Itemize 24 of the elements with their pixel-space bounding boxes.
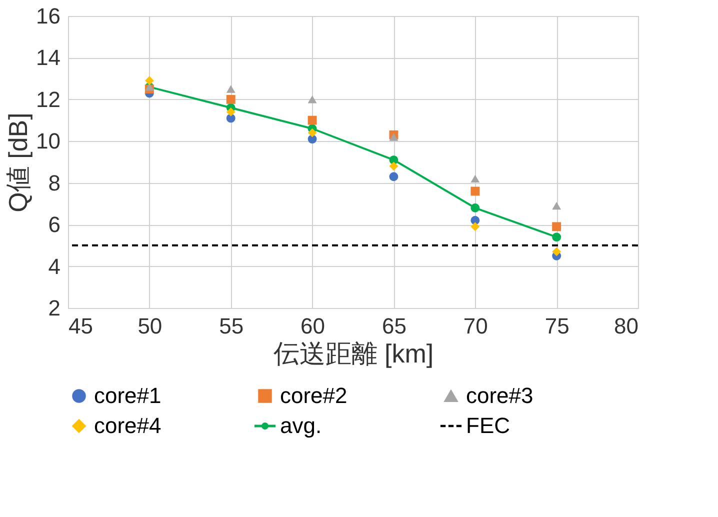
x-tick-label: 75 <box>544 314 570 338</box>
y-tick-label: 6 <box>48 212 60 238</box>
legend-label: core#1 <box>94 383 162 408</box>
y-tick-label: 8 <box>48 170 60 196</box>
y-axis-title: Q値 [dB] <box>3 112 34 212</box>
x-tick-label: 55 <box>219 314 244 338</box>
x-tick-label: 80 <box>614 314 638 338</box>
x-tick-label: 70 <box>463 314 488 338</box>
y-tick-label: 12 <box>36 86 60 112</box>
legend-label: FEC <box>466 413 510 438</box>
legend-label: core#2 <box>280 383 348 408</box>
y-tick-label: 10 <box>36 128 60 154</box>
x-tick-label: 60 <box>300 314 326 338</box>
y-tick-label: 4 <box>48 254 60 279</box>
x-tick-label: 45 <box>68 314 93 338</box>
x-axis-title: 伝送距離 [km] <box>273 338 434 368</box>
x-tick-label: 50 <box>138 314 162 338</box>
y-tick-label: 16 <box>36 4 60 28</box>
x-tick-label: 65 <box>382 314 406 338</box>
y-tick-label: 2 <box>48 296 60 320</box>
legend-label: avg. <box>280 413 322 438</box>
y-tick-label: 14 <box>36 45 60 70</box>
legend-label: core#3 <box>466 383 534 408</box>
legend-label: core#4 <box>94 413 162 438</box>
